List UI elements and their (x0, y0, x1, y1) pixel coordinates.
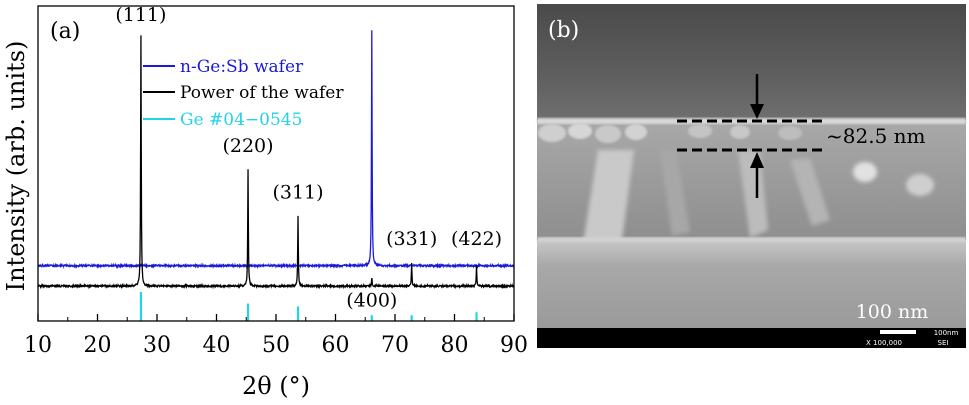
sem-vacuum (537, 4, 966, 120)
sem-substrate (537, 240, 966, 328)
scale-bar (880, 330, 916, 334)
down-arrow-icon (750, 104, 764, 119)
peak-label: (331) (386, 228, 437, 250)
series-line (38, 35, 514, 290)
thickness-label: ~82.5 nm (826, 124, 926, 148)
peak-label: (111) (115, 4, 166, 26)
panel-label-a: (a) (50, 19, 80, 44)
sem-film-edge (537, 118, 966, 124)
y-axis-title: Intensity (arb. units) (2, 41, 30, 292)
x-tick-label: 20 (84, 333, 112, 358)
plot-frame (37, 5, 515, 322)
x-tick-label: 70 (381, 333, 409, 358)
sem-columns (582, 150, 934, 262)
legend-entry: Ge #04−0545 (143, 110, 302, 130)
peak-label: (422) (451, 228, 502, 250)
x-tick-label: 60 (322, 333, 350, 358)
x-axis-title: 2θ (°) (242, 372, 310, 400)
footer-mode-text: SEI (938, 339, 949, 347)
scale-bar-label: 100 nm (856, 301, 929, 323)
legend-entry: Power of the wafer (143, 83, 344, 103)
xrd-chart: 10 20 30 40 50 60 70 80 90 (111)(220)(311)(400)(… (2, 4, 528, 400)
series-line (38, 30, 514, 270)
sem-image: ~82.5 nm (b) 100 nm 100nm X 100,000 SEI (537, 4, 966, 348)
x-tick-label: 80 (441, 333, 469, 358)
legend-label: Power of the wafer (180, 83, 344, 103)
legend-label: Ge #04−0545 (180, 110, 302, 130)
legend-entry: n-Ge:Sb wafer (143, 57, 304, 77)
footer-scale-text: 100nm (934, 329, 959, 337)
panel-label-b: (b) (548, 18, 579, 43)
x-tick-label: 10 (24, 333, 52, 358)
peak-label: (220) (222, 135, 273, 157)
peak-label: (311) (272, 182, 323, 204)
peak-label: (400) (346, 289, 397, 311)
x-tick-label: 90 (500, 333, 528, 358)
x-tick-label: 40 (203, 333, 231, 358)
x-tick-label: 50 (262, 333, 290, 358)
legend-label: n-Ge:Sb wafer (180, 57, 304, 77)
footer-mag-text: X 100,000 (866, 339, 902, 347)
x-tick-label: 30 (143, 333, 171, 358)
sem-info-strip (537, 328, 966, 348)
legend: n-Ge:Sb wafer Power of the wafer Ge #04−… (143, 57, 344, 130)
series-layer (38, 30, 514, 321)
sem-interface (537, 237, 966, 242)
up-arrow-icon (750, 152, 764, 168)
x-axis: 10 20 30 40 50 60 70 80 90 (24, 314, 528, 358)
peak-labels: (111) (220) (311) (400) (331) (422) (115, 4, 502, 311)
sem-grains (538, 123, 802, 143)
